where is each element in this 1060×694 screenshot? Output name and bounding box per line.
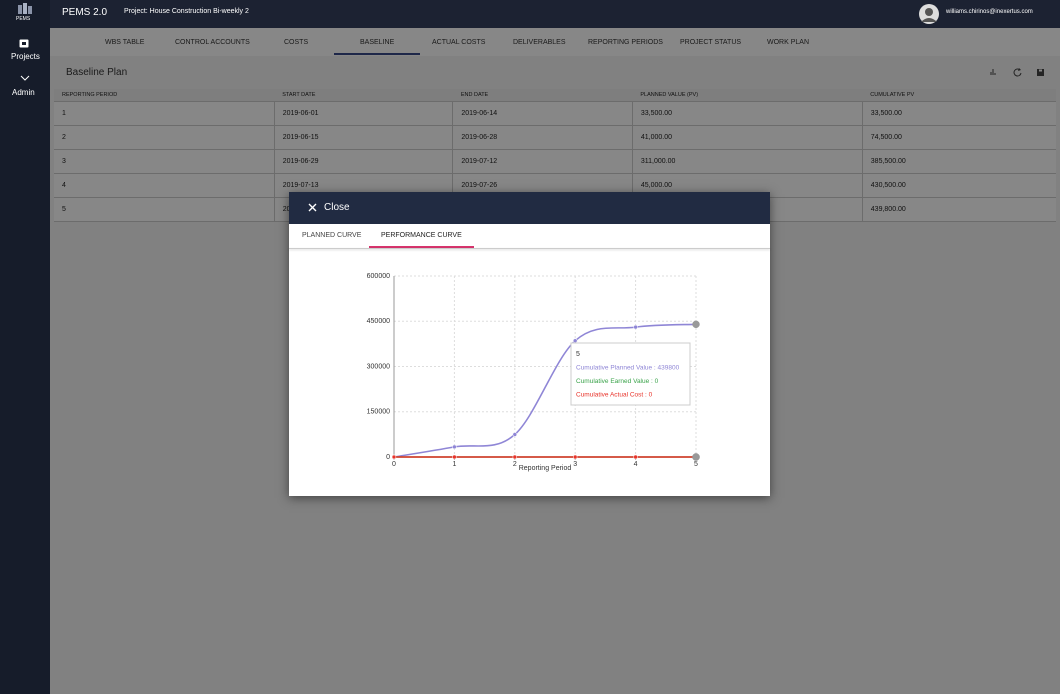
nav-projects[interactable]: Projects xyxy=(11,52,40,61)
table-cell: 3 xyxy=(54,149,275,174)
table-row: 3 2019-06-29 2019-07-12 311,000.00 385,500.0… xyxy=(54,149,1056,174)
table-cell: 2019-06-29 xyxy=(273,149,453,174)
tab[interactable]: BASELINE xyxy=(334,39,421,55)
close-button[interactable]: Close xyxy=(324,202,350,213)
data-point xyxy=(633,324,638,330)
x-tick-label: 4 xyxy=(634,461,638,468)
tooltip-title: 5 xyxy=(576,351,580,358)
table-cell: 33,500.00 xyxy=(861,101,1056,126)
admin-chevron[interactable] xyxy=(20,75,30,81)
data-point xyxy=(452,454,457,460)
table-cell: 2019-06-15 xyxy=(273,125,453,150)
x-tick-label: 2 xyxy=(513,461,517,468)
x-tick-label: 3 xyxy=(573,461,577,468)
modal-tab[interactable]: PERFORMANCE CURVE xyxy=(369,232,474,248)
table-cell: 4 xyxy=(54,173,275,198)
table-cell: 2019-06-28 xyxy=(452,125,633,150)
tab[interactable]: COSTS xyxy=(284,39,309,46)
column-header: CUMULATIVE PV xyxy=(862,89,1056,102)
y-tick-label: 300000 xyxy=(367,363,390,370)
table-cell: 2019-07-12 xyxy=(452,149,633,174)
table-cell: 2 xyxy=(54,125,275,150)
data-point xyxy=(452,444,457,450)
tooltip-line: Cumulative Earned Value : 0 xyxy=(576,378,659,385)
y-tick-label: 150000 xyxy=(367,409,390,416)
table-cell: 2019-06-01 xyxy=(273,101,453,126)
x-axis-title: Reporting Period xyxy=(519,465,572,472)
close-icon[interactable] xyxy=(308,203,317,212)
data-point xyxy=(692,453,700,461)
logo-icon xyxy=(18,3,32,14)
toolbar-icons[interactable] xyxy=(988,67,1048,77)
tooltip-line: Cumulative Planned Value : 439800 xyxy=(576,365,680,372)
tab[interactable]: DELIVERABLES xyxy=(513,39,566,46)
table-cell: 74,500.00 xyxy=(861,125,1056,150)
column-header: START DATE xyxy=(274,89,453,102)
table-cell: 385,500.00 xyxy=(861,149,1056,174)
x-tick-label: 1 xyxy=(452,461,456,468)
table-cell: 2019-06-14 xyxy=(452,101,633,126)
data-point xyxy=(391,454,397,460)
table-cell: 5 xyxy=(54,197,275,222)
table-cell: 33,500.00 xyxy=(631,101,863,126)
column-header: END DATE xyxy=(452,89,633,102)
tooltip xyxy=(570,342,691,406)
app-name: PEMS 2.0 xyxy=(62,7,108,18)
data-point xyxy=(512,432,518,437)
project-name: Project: House Construction Bi-weekly 2 xyxy=(124,8,249,15)
user-email[interactable]: williams.chirinos@inexertus.com xyxy=(946,9,1033,15)
data-point xyxy=(572,454,578,460)
projects-icon[interactable] xyxy=(19,39,29,48)
table-cell: 41,000.00 xyxy=(631,125,863,150)
tab[interactable]: ACTUAL COSTS xyxy=(432,39,486,46)
tab-divider xyxy=(289,248,770,249)
sidebar: PEMS Projects Admin xyxy=(0,0,50,694)
logo-text: PEMS xyxy=(16,16,31,22)
nav-admin[interactable]: Admin xyxy=(12,88,35,97)
y-tick-label: 0 xyxy=(386,454,390,461)
table-row: 1 2019-06-01 2019-06-14 33,500.00 33,500.00 xyxy=(54,101,1056,126)
table-cell: 311,000.00 xyxy=(631,149,863,174)
table-cell: 1 xyxy=(54,101,275,126)
table-cell: 430,500.00 xyxy=(861,173,1056,198)
x-tick-label: 5 xyxy=(694,461,698,468)
data-point xyxy=(572,338,578,343)
tab[interactable]: CONTROL ACCOUNTS xyxy=(175,39,250,46)
avatar[interactable] xyxy=(918,3,940,25)
modal-header: Close xyxy=(289,192,770,224)
table-cell: 439,800.00 xyxy=(861,197,1056,222)
data-point xyxy=(512,454,518,460)
data-point xyxy=(633,454,638,460)
tooltip-line: Cumulative Actual Cost : 0 xyxy=(576,392,653,399)
tab[interactable]: PROJECT STATUS xyxy=(680,39,742,46)
column-header: REPORTING PERIOD xyxy=(54,89,275,102)
tab[interactable]: WORK PLAN xyxy=(767,39,810,46)
baseline-table: REPORTING PERIOD START DATE END DATE PLANNE… xyxy=(54,89,1056,222)
page-title: Baseline Plan xyxy=(66,67,128,78)
y-tick-label: 450000 xyxy=(367,318,390,325)
column-header: PLANNED VALUE (PV) xyxy=(632,89,863,102)
top-bar: PEMS 2.0 Project: House Construction Bi-… xyxy=(0,0,1060,28)
tab[interactable]: WBS TABLE xyxy=(105,39,145,46)
y-tick-label: 600000 xyxy=(367,273,390,280)
data-point xyxy=(692,320,700,329)
modal: Close PLANNED CURVE PERFORMANCE CURVE Rep… xyxy=(289,192,770,496)
tab[interactable]: REPORTING PERIODS xyxy=(588,39,663,46)
table-row: 2 2019-06-15 2019-06-28 41,000.00 74,500.00 xyxy=(54,125,1056,150)
x-tick-label: 0 xyxy=(392,461,396,468)
modal-tab[interactable]: PLANNED CURVE xyxy=(302,232,362,239)
chart: Reporting Period 0 150000 300000 450000 6000… xyxy=(367,273,700,472)
tab-bar: WBS TABLE CONTROL ACCOUNTS COSTS BASELINE AC… xyxy=(50,28,1060,57)
